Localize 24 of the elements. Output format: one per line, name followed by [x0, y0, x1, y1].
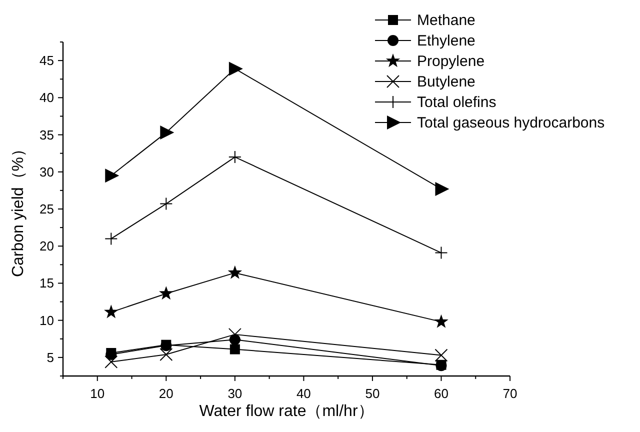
x-tick-label: 10 [90, 386, 105, 401]
y-tick-label: 10 [40, 312, 54, 328]
x-tick-label: 50 [365, 386, 380, 401]
legend-label: Total olefins [417, 94, 496, 111]
y-tick-label: 45 [40, 53, 54, 68]
legend-label: Butylene [417, 74, 476, 90]
x-tick-label: 60 [434, 386, 448, 401]
y-tick-label: 35 [40, 127, 54, 142]
x-tick-label: 40 [296, 386, 311, 401]
y-tick-label: 25 [40, 202, 54, 216]
y-tick-label: 40 [40, 90, 54, 106]
y-tick-label: 5 [46, 350, 54, 365]
x-tick-label: 20 [158, 386, 174, 401]
legend-label: Ethylene [417, 32, 476, 50]
legend-label: Propylene [417, 53, 485, 70]
x-axis-title: Water flow rate（ml/hr） [199, 403, 374, 420]
x-tick-label: 30 [228, 386, 242, 401]
legend-label: Methane [417, 12, 476, 29]
y-tick-label: 20 [40, 238, 54, 254]
y-axis-title: Carbon yield（%） [10, 140, 27, 278]
legend-label: Total gaseous hydrocarbons [417, 114, 605, 132]
x-tick-label: 70 [502, 386, 518, 401]
y-tick-label: 30 [40, 164, 54, 180]
y-tick-label: 15 [40, 276, 54, 291]
